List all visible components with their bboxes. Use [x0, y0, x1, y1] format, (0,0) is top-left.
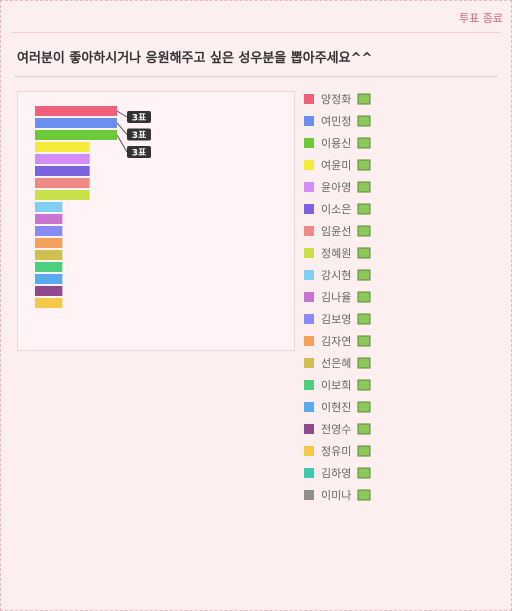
bar	[35, 202, 63, 212]
bar	[35, 166, 90, 176]
photo-icon[interactable]	[357, 225, 371, 237]
photo-icon[interactable]	[357, 423, 371, 435]
legend-swatch	[304, 204, 314, 214]
value-label: 3표	[132, 130, 147, 141]
photo-icon[interactable]	[357, 269, 371, 281]
photo-icon[interactable]	[357, 93, 371, 105]
legend-label: 이용신	[321, 137, 351, 150]
bar	[35, 214, 63, 224]
photo-icon[interactable]	[357, 159, 371, 171]
value-label-bg	[127, 128, 151, 141]
photo-icon[interactable]	[357, 181, 371, 193]
legend-label: 임윤선	[321, 225, 351, 238]
legend-swatch	[304, 424, 314, 434]
end-poll-link[interactable]: 투표 종료	[459, 12, 503, 25]
legend-swatch	[304, 402, 314, 412]
legend-swatch	[304, 292, 314, 302]
legend-label: 정혜원	[321, 247, 351, 260]
photo-icon[interactable]	[357, 489, 371, 501]
bar	[35, 190, 90, 200]
divider	[11, 32, 501, 33]
legend-swatch	[304, 138, 314, 148]
legend-label: 선은혜	[321, 357, 351, 370]
legend-swatch	[304, 446, 314, 456]
leader-line	[116, 122, 128, 135]
bar	[35, 286, 63, 296]
legend-swatch	[304, 358, 314, 368]
legend-label: 이보희	[321, 379, 351, 392]
poll-question: 여러분이 좋아하시거나 응원해주고 싶은 성우분을 뽑아주세요^^	[17, 51, 373, 66]
legend-swatch	[304, 226, 314, 236]
bar	[35, 142, 90, 152]
bar	[35, 118, 117, 128]
bar	[35, 250, 63, 260]
photo-icon[interactable]	[357, 379, 371, 391]
photo-icon[interactable]	[357, 247, 371, 259]
legend-label: 강시현	[321, 269, 351, 282]
legend-label: 윤아영	[321, 181, 351, 194]
legend-swatch	[304, 248, 314, 258]
legend-swatch	[304, 468, 314, 478]
bar	[35, 226, 63, 236]
legend-swatch	[304, 270, 314, 280]
bar	[35, 106, 117, 116]
legend-label: 이미나	[321, 489, 351, 502]
bar	[35, 262, 63, 272]
legend-swatch	[304, 336, 314, 346]
legend-swatch	[304, 94, 314, 104]
legend-label: 김하영	[321, 466, 351, 480]
legend-label: 전영수	[321, 423, 351, 436]
legend-swatch	[304, 116, 314, 126]
legend-label: 이소은	[321, 203, 351, 216]
bar	[35, 154, 90, 164]
legend-label: 여민정	[321, 115, 351, 128]
photo-icon[interactable]	[357, 445, 371, 457]
legend-label: 정유미	[321, 445, 351, 458]
value-label: 3표	[132, 113, 147, 124]
legend-label: 김자연	[321, 335, 351, 348]
leader-line	[116, 110, 128, 118]
legend-label: 김나율	[321, 291, 351, 304]
bar	[35, 238, 63, 248]
legend-label: 양정화	[321, 93, 351, 106]
value-label: 3표	[132, 148, 147, 159]
photo-icon[interactable]	[357, 357, 371, 369]
bar	[35, 298, 63, 308]
legend-swatch	[304, 182, 314, 192]
photo-icon[interactable]	[357, 313, 371, 325]
value-label-bg	[127, 146, 151, 158]
photo-icon[interactable]	[357, 203, 371, 215]
value-label-bg	[127, 111, 151, 123]
bar	[35, 130, 117, 140]
legend-label: 이현진	[321, 401, 351, 414]
bar	[35, 274, 63, 284]
bar	[35, 178, 90, 188]
leader-line	[116, 134, 128, 153]
legend-label: 여윤미	[321, 159, 351, 172]
legend-label: 김보영	[321, 313, 351, 326]
legend-swatch	[304, 380, 314, 390]
divider	[15, 76, 497, 77]
legend-swatch	[304, 490, 314, 500]
photo-icon[interactable]	[357, 401, 371, 413]
photo-icon[interactable]	[357, 335, 371, 347]
photo-icon[interactable]	[357, 115, 371, 127]
photo-icon[interactable]	[357, 137, 371, 149]
photo-icon[interactable]	[357, 291, 371, 303]
legend-swatch	[304, 160, 314, 170]
photo-icon[interactable]	[357, 467, 371, 479]
legend-swatch	[304, 314, 314, 324]
